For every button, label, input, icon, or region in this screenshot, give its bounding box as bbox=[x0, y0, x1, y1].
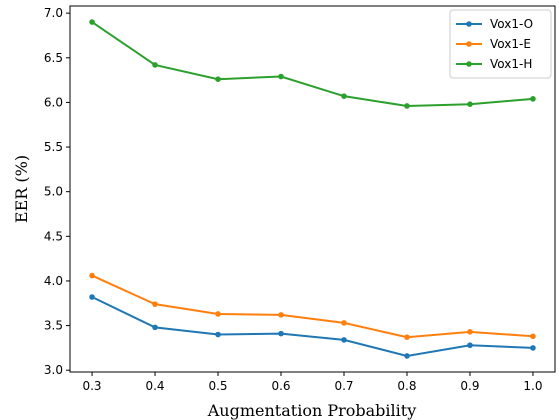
y-tick-label: 4.5 bbox=[44, 229, 63, 243]
series-vox1-e bbox=[89, 272, 536, 340]
x-tick-label: 0.7 bbox=[334, 379, 353, 393]
x-tick-label: 0.5 bbox=[208, 379, 227, 393]
legend-label: Vox1-E bbox=[490, 37, 531, 51]
data-point bbox=[341, 93, 347, 99]
legend-box bbox=[449, 9, 552, 79]
data-point bbox=[278, 330, 284, 337]
legend-label: Vox1-O bbox=[490, 17, 533, 31]
data-point bbox=[341, 337, 347, 343]
legend-label: Vox1-H bbox=[490, 57, 532, 71]
y-tick-label: 6.0 bbox=[44, 95, 63, 109]
x-tick-label: 1.0 bbox=[523, 379, 542, 393]
legend-marker bbox=[466, 61, 472, 67]
x-tick-label: 0.6 bbox=[271, 379, 290, 393]
data-point bbox=[404, 103, 410, 109]
data-point bbox=[278, 73, 284, 80]
legend-item: Vox1-O bbox=[456, 17, 533, 31]
axis-ticks: 0.3 0.4 0.5 0.6 0.7 0.8 0.9 1.0 3.0 3.5 4.0 4.5 5.0 5… bbox=[44, 6, 543, 393]
x-tick-label: 0.4 bbox=[145, 379, 164, 393]
data-point bbox=[215, 311, 221, 317]
data-point bbox=[467, 329, 473, 335]
plot-frame bbox=[69, 5, 556, 373]
data-point bbox=[467, 101, 473, 107]
legend-item: Vox1-H bbox=[456, 57, 532, 71]
y-tick-label: 7.0 bbox=[44, 6, 63, 20]
data-point bbox=[152, 62, 158, 68]
x-axis-title: Augmentation Probability bbox=[207, 401, 416, 420]
data-point bbox=[152, 324, 158, 331]
data-point bbox=[467, 342, 473, 349]
data-point bbox=[89, 19, 95, 25]
data-point bbox=[89, 294, 95, 300]
series-vox1-h bbox=[89, 19, 536, 109]
data-point bbox=[152, 301, 158, 307]
data-point bbox=[215, 76, 221, 82]
y-tick-label: 5.0 bbox=[44, 185, 63, 199]
y-tick-label: 6.5 bbox=[44, 51, 63, 65]
series-layer bbox=[89, 19, 536, 359]
y-tick-label: 3.0 bbox=[44, 363, 63, 377]
data-point bbox=[404, 353, 410, 359]
y-axis-title: EER (%) bbox=[12, 155, 31, 223]
series-vox1-o bbox=[89, 294, 536, 359]
y-tick-label: 5.5 bbox=[44, 140, 63, 154]
data-point bbox=[530, 345, 536, 351]
x-tick-label: 0.9 bbox=[460, 379, 479, 393]
data-point bbox=[215, 331, 221, 338]
legend-marker bbox=[466, 41, 472, 47]
data-point bbox=[278, 312, 284, 318]
data-point bbox=[530, 333, 536, 340]
x-tick-label: 0.8 bbox=[397, 379, 416, 393]
series-line bbox=[91, 274, 534, 339]
legend-marker bbox=[466, 21, 472, 27]
legend-item: Vox1-E bbox=[456, 37, 531, 51]
data-point bbox=[404, 334, 410, 340]
series-line bbox=[91, 21, 534, 107]
data-point bbox=[341, 320, 347, 326]
data-point bbox=[530, 96, 536, 102]
y-tick-label: 3.5 bbox=[44, 319, 63, 333]
x-tick-label: 0.3 bbox=[82, 379, 101, 393]
y-tick-label: 4.0 bbox=[44, 274, 63, 288]
legend: Vox1-O Vox1-E Vox1-H bbox=[449, 9, 552, 79]
series-line bbox=[91, 296, 533, 357]
data-point bbox=[89, 272, 95, 279]
